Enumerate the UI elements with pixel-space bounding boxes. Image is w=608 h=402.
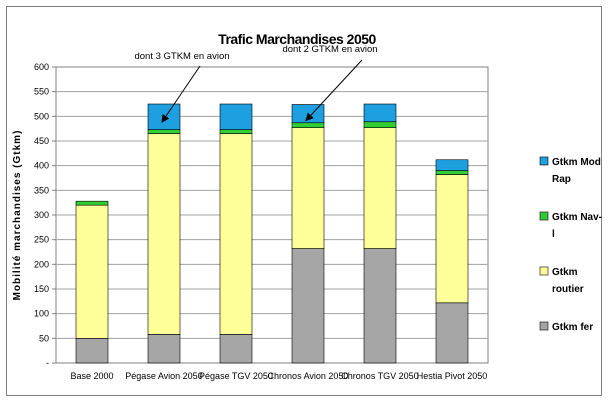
chart-frame: - 50 100 150 200 250 300 350 400 450 500 550 600 Bas…: [6, 6, 602, 396]
bar-segment: [75, 338, 109, 364]
y-axis-label: Mobilité marchandises (Gtkm): [12, 130, 23, 301]
y-tick-label: 400: [34, 161, 49, 171]
y-tick-label: 500: [34, 111, 49, 121]
y-tick-label: 600: [34, 62, 49, 72]
legend-label: Gtkm fer: [552, 322, 593, 333]
y-tick-label: -: [46, 358, 49, 368]
bar-segment: [75, 200, 109, 206]
y-tick-label: 250: [34, 235, 49, 245]
legend-label: Gtkm Mod: [552, 157, 601, 168]
bar-segment: [147, 334, 181, 364]
bar-segment: [363, 103, 397, 123]
x-tick-label: Pégase Avion 2050: [125, 371, 202, 381]
bar-segment: [435, 159, 469, 171]
bar-segment: [291, 248, 325, 364]
legend-swatch: [539, 156, 549, 166]
gridlines: [56, 91, 488, 339]
bar-segment: [291, 127, 325, 249]
legend-label: Rap: [552, 174, 571, 185]
bar-segment: [219, 334, 253, 364]
bar-segment: [75, 204, 109, 339]
annotation-text: dont 3 GTKM en avion: [134, 51, 229, 62]
y-tick-label: 300: [34, 210, 49, 220]
x-tick-label: Base 2000: [70, 371, 113, 381]
bar-segment: [147, 133, 181, 335]
annotation-arrow: [161, 65, 201, 123]
bar-segment: [435, 174, 469, 304]
y-tick-label: 150: [34, 284, 49, 294]
legend-label: l: [552, 229, 555, 240]
y-tick-label: 200: [34, 259, 49, 269]
bar-segment: [219, 129, 253, 134]
bar-segment: [147, 129, 181, 134]
bar-segment: [147, 103, 181, 130]
legend-label: routier: [552, 284, 584, 295]
bar-segment: [291, 104, 325, 124]
y-tick-label: 450: [34, 136, 49, 146]
legend-swatch: [539, 211, 549, 221]
bar-chart: - 50 100 150 200 250 300 350 400 450 500 550 600 Bas…: [12, 31, 602, 381]
y-tick-label: 350: [34, 185, 49, 195]
bar-segment: [435, 302, 469, 364]
y-tick-label: 550: [34, 87, 49, 97]
bar-segment: [219, 133, 253, 335]
legend-swatch: [539, 266, 549, 276]
annotations: dont 3 GTKM en avion dont 2 GTKM en avion: [134, 44, 378, 123]
annotation-text: dont 2 GTKM en avion: [282, 44, 377, 55]
bar-segment: [291, 122, 325, 128]
x-tick-label: Hestia Pivot 2050: [417, 371, 488, 381]
x-tick-label: Pégase TGV 2050: [199, 371, 273, 381]
legend-label: Gtkm Nav-: [552, 212, 602, 223]
x-tick-label: Chronos Avion 2050: [268, 371, 349, 381]
legend: Gtkm Mod Rap Gtkm Nav-l Gtkm routier Gtkm fer: [534, 149, 602, 333]
x-tick-label: Chronos TGV 2050: [341, 371, 418, 381]
y-axis-ticks: - 50 100 150 200 250 300 350 400 450 500 550 600: [34, 62, 56, 368]
bar-segment: [435, 170, 469, 175]
y-tick-label: 50: [39, 333, 49, 343]
annotation-arrow: [305, 59, 363, 122]
bar-segment: [363, 121, 397, 128]
bar-segment: [219, 103, 253, 130]
legend-label: Gtkm: [552, 267, 578, 278]
bar-segment: [363, 248, 397, 364]
y-tick-label: 100: [34, 309, 49, 319]
bars: [75, 103, 469, 364]
legend-swatch: [539, 321, 549, 331]
bar-segment: [363, 127, 397, 249]
chart-title: Trafic Marchandises 2050: [218, 31, 376, 47]
